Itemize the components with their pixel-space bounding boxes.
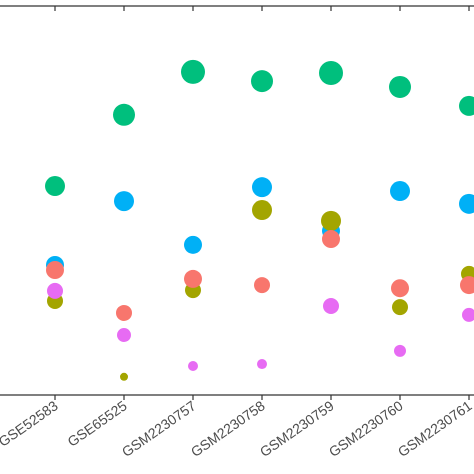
dot [323, 297, 339, 314]
dot [45, 176, 65, 197]
x-tick-label: GSE52583 [0, 397, 61, 450]
dot [114, 191, 134, 212]
x-tick-label: GSM2230761 [395, 397, 474, 460]
dot [257, 359, 267, 370]
dot [117, 328, 131, 343]
dot [459, 95, 474, 116]
dot [47, 282, 63, 299]
dot [184, 269, 202, 288]
dot [394, 344, 406, 357]
x-tick-label: GSM2230758 [188, 397, 268, 460]
dot [390, 181, 410, 202]
dot [252, 200, 272, 221]
dot [188, 360, 198, 371]
dot [462, 307, 474, 322]
dot [389, 75, 411, 98]
dot [120, 372, 128, 381]
dot [460, 276, 474, 295]
dot [184, 235, 202, 254]
dot [113, 103, 135, 126]
dot [181, 59, 205, 84]
dot [459, 193, 474, 214]
dot [254, 277, 270, 294]
dot [46, 260, 64, 279]
dot [251, 70, 273, 93]
x-tick-label: GSE65525 [64, 397, 129, 450]
x-tick-label: GSM2230760 [326, 397, 406, 460]
dot [116, 304, 132, 321]
x-tick-label: GSM2230757 [119, 397, 199, 460]
dot [319, 61, 343, 86]
dot [321, 210, 341, 231]
dot [322, 230, 340, 249]
dot [392, 299, 408, 316]
x-tick-label: GSM2230759 [257, 397, 337, 460]
dot [391, 279, 409, 298]
dot [252, 177, 272, 198]
